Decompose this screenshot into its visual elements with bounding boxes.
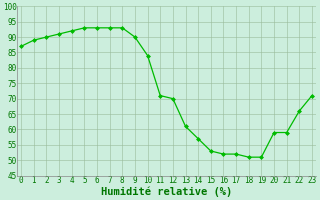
X-axis label: Humidité relative (%): Humidité relative (%) (101, 187, 232, 197)
